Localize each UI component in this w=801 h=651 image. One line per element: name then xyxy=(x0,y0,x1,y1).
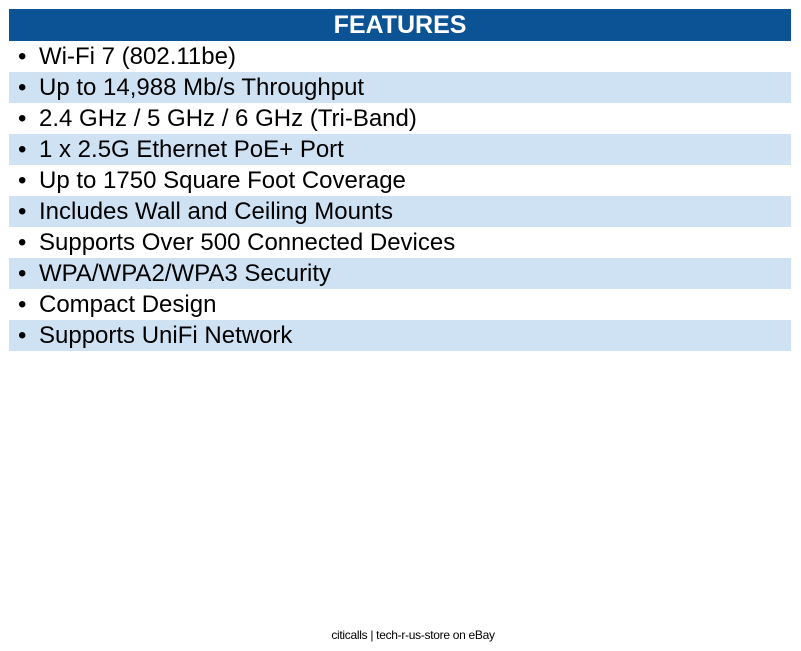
bullet-icon: • xyxy=(18,136,27,163)
feature-item: • 2.4 GHz / 5 GHz / 6 GHz (Tri-Band) xyxy=(9,103,791,134)
bullet-icon: • xyxy=(18,260,27,287)
bullet-icon: • xyxy=(18,167,27,194)
feature-text: WPA/WPA2/WPA3 Security xyxy=(39,260,332,287)
bullet-icon: • xyxy=(18,322,27,349)
feature-item: • Up to 14,988 Mb/s Throughput xyxy=(9,72,791,103)
feature-text: Wi-Fi 7 (802.11be) xyxy=(39,43,236,70)
feature-text: Supports UniFi Network xyxy=(39,322,293,349)
feature-text: 1 x 2.5G Ethernet PoE+ Port xyxy=(39,136,344,163)
feature-item: • Supports UniFi Network xyxy=(9,320,791,351)
features-list: • Wi-Fi 7 (802.11be) • Up to 14,988 Mb/s Th… xyxy=(9,41,791,351)
feature-text: 2.4 GHz / 5 GHz / 6 GHz (Tri-Band) xyxy=(39,105,417,132)
feature-item: • Compact Design xyxy=(9,289,791,320)
feature-text: Includes Wall and Ceiling Mounts xyxy=(39,198,393,225)
bullet-icon: • xyxy=(18,105,27,132)
feature-text: Up to 1750 Square Foot Coverage xyxy=(39,167,406,194)
feature-text: Compact Design xyxy=(39,291,217,318)
feature-item: • Supports Over 500 Connected Devices xyxy=(9,227,791,258)
features-table: FEATURES • Wi-Fi 7 (802.11be) • Up to 14,98… xyxy=(9,9,791,351)
feature-text: Up to 14,988 Mb/s Throughput xyxy=(39,74,365,101)
bullet-icon: • xyxy=(18,43,27,70)
bullet-icon: • xyxy=(18,229,27,256)
bullet-icon: • xyxy=(18,198,27,225)
feature-item: • Wi-Fi 7 (802.11be) xyxy=(9,41,791,72)
feature-item: • 1 x 2.5G Ethernet PoE+ Port xyxy=(9,134,791,165)
feature-text: Supports Over 500 Connected Devices xyxy=(39,229,456,256)
features-header: FEATURES xyxy=(9,9,791,41)
bullet-icon: • xyxy=(18,291,27,318)
footer-credit: citicalls | tech-r-us-store on eBay xyxy=(331,628,495,642)
feature-item: • WPA/WPA2/WPA3 Security xyxy=(9,258,791,289)
bullet-icon: • xyxy=(18,74,27,101)
feature-item: • Up to 1750 Square Foot Coverage xyxy=(9,165,791,196)
feature-item: • Includes Wall and Ceiling Mounts xyxy=(9,196,791,227)
